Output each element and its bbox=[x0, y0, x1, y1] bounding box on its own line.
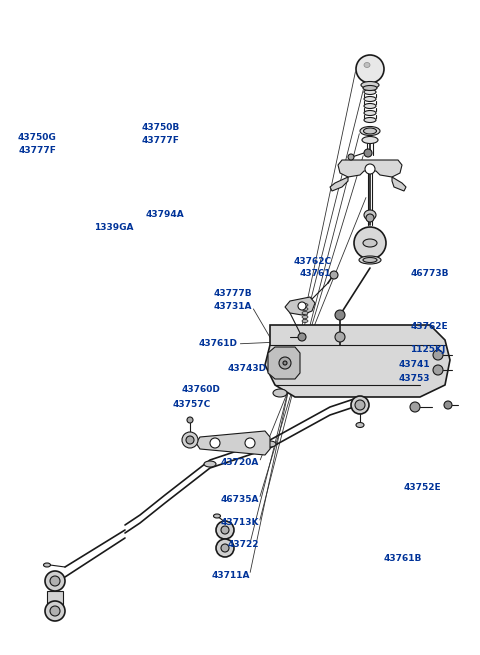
Polygon shape bbox=[196, 431, 270, 455]
Ellipse shape bbox=[364, 210, 376, 220]
Polygon shape bbox=[285, 297, 315, 315]
Ellipse shape bbox=[302, 316, 308, 318]
Text: 43741: 43741 bbox=[398, 360, 430, 369]
Text: 43794A: 43794A bbox=[146, 210, 185, 219]
Ellipse shape bbox=[364, 111, 376, 115]
Text: 43777B: 43777B bbox=[214, 289, 252, 298]
Text: 43762E: 43762E bbox=[410, 322, 448, 331]
Circle shape bbox=[354, 227, 386, 259]
Circle shape bbox=[221, 526, 229, 534]
Text: 43761: 43761 bbox=[300, 269, 331, 278]
Ellipse shape bbox=[360, 126, 380, 136]
Circle shape bbox=[210, 438, 220, 448]
Ellipse shape bbox=[44, 563, 50, 567]
Circle shape bbox=[45, 601, 65, 621]
Text: 43743D: 43743D bbox=[227, 364, 266, 373]
Ellipse shape bbox=[264, 441, 276, 447]
Ellipse shape bbox=[362, 136, 378, 143]
Polygon shape bbox=[47, 591, 63, 611]
Ellipse shape bbox=[363, 257, 377, 263]
Text: 43760D: 43760D bbox=[182, 385, 221, 394]
Ellipse shape bbox=[364, 90, 376, 94]
Circle shape bbox=[444, 401, 452, 409]
Ellipse shape bbox=[363, 86, 377, 90]
Circle shape bbox=[45, 571, 65, 591]
Circle shape bbox=[50, 576, 60, 586]
Circle shape bbox=[410, 402, 420, 412]
Circle shape bbox=[351, 396, 369, 414]
Ellipse shape bbox=[364, 117, 376, 122]
Text: 43713K: 43713K bbox=[221, 518, 259, 527]
Ellipse shape bbox=[302, 320, 308, 322]
Text: 43731A: 43731A bbox=[214, 302, 252, 311]
Text: 46773B: 46773B bbox=[410, 269, 449, 278]
Ellipse shape bbox=[363, 239, 377, 247]
Circle shape bbox=[245, 438, 255, 448]
Polygon shape bbox=[330, 177, 348, 191]
Text: 43761D: 43761D bbox=[199, 339, 238, 348]
Circle shape bbox=[283, 361, 287, 365]
Circle shape bbox=[216, 521, 234, 539]
Ellipse shape bbox=[359, 256, 381, 264]
Text: 43762C: 43762C bbox=[293, 257, 331, 267]
Circle shape bbox=[221, 544, 229, 552]
Circle shape bbox=[433, 365, 443, 375]
Text: 43757C: 43757C bbox=[173, 400, 211, 409]
Text: 1339GA: 1339GA bbox=[94, 223, 133, 233]
Circle shape bbox=[216, 539, 234, 557]
Ellipse shape bbox=[363, 128, 376, 134]
Ellipse shape bbox=[356, 422, 364, 428]
Circle shape bbox=[335, 332, 345, 342]
Circle shape bbox=[187, 417, 193, 423]
Text: 43750G: 43750G bbox=[18, 133, 57, 142]
Ellipse shape bbox=[302, 307, 308, 310]
Circle shape bbox=[330, 271, 338, 279]
Circle shape bbox=[335, 310, 345, 320]
Circle shape bbox=[365, 164, 375, 174]
Circle shape bbox=[355, 400, 365, 410]
Circle shape bbox=[279, 357, 291, 369]
Polygon shape bbox=[265, 325, 450, 397]
Ellipse shape bbox=[364, 96, 376, 102]
Polygon shape bbox=[392, 177, 406, 191]
Ellipse shape bbox=[302, 303, 308, 307]
Circle shape bbox=[433, 350, 443, 360]
Circle shape bbox=[50, 606, 60, 616]
Circle shape bbox=[298, 333, 306, 341]
Text: 1125KJ: 1125KJ bbox=[410, 345, 446, 354]
Circle shape bbox=[356, 55, 384, 83]
Text: 43722: 43722 bbox=[228, 540, 259, 550]
Ellipse shape bbox=[204, 461, 216, 467]
Circle shape bbox=[364, 149, 372, 157]
Polygon shape bbox=[338, 160, 402, 177]
Text: 43752E: 43752E bbox=[403, 483, 441, 493]
Circle shape bbox=[366, 214, 374, 222]
Text: 43761B: 43761B bbox=[384, 553, 422, 563]
Circle shape bbox=[348, 154, 354, 160]
Text: 43711A: 43711A bbox=[211, 571, 250, 580]
Text: 43753: 43753 bbox=[398, 374, 430, 383]
Ellipse shape bbox=[214, 514, 220, 518]
Ellipse shape bbox=[302, 312, 308, 314]
Circle shape bbox=[186, 436, 194, 444]
Text: 46735A: 46735A bbox=[221, 495, 259, 504]
Ellipse shape bbox=[364, 62, 370, 67]
Ellipse shape bbox=[361, 81, 379, 88]
Circle shape bbox=[182, 432, 198, 448]
Text: 43777F: 43777F bbox=[19, 146, 57, 155]
Text: 43750B: 43750B bbox=[142, 123, 180, 132]
Ellipse shape bbox=[273, 389, 287, 397]
Polygon shape bbox=[268, 347, 300, 379]
Ellipse shape bbox=[364, 103, 376, 109]
Circle shape bbox=[298, 302, 306, 310]
Text: 43777F: 43777F bbox=[142, 136, 180, 145]
Text: 43720A: 43720A bbox=[221, 458, 259, 467]
